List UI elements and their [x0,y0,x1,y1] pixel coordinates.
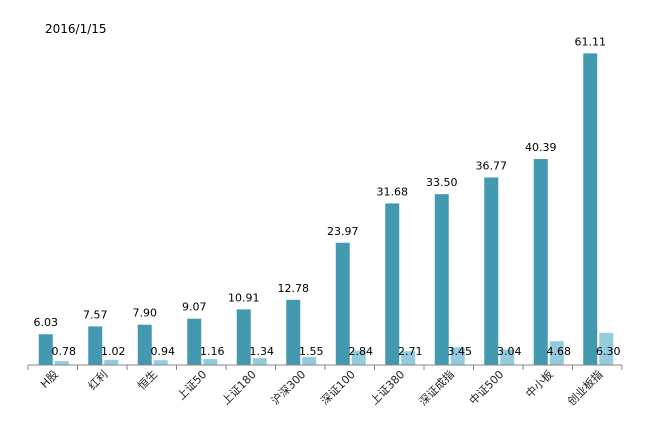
x-tick-label-9: 中证500 [467,368,507,408]
value-label-series2-6: 2.84 [349,345,374,358]
value-label-series1-2: 7.90 [133,307,158,320]
x-tick-label-2: 恒生 [134,367,159,392]
bar-series1-7 [385,203,400,365]
value-label-series1-3: 9.07 [182,301,207,314]
value-label-series2-8: 3.45 [448,345,473,358]
x-tick-label-4: 上证180 [219,368,259,408]
bar-series2-3 [203,359,218,365]
value-label-series2-2: 0.94 [151,345,176,358]
value-label-series1-8: 33.50 [426,176,458,189]
value-label-series1-7: 31.68 [377,185,409,198]
bar-series1-6 [335,242,350,365]
bar-series1-9 [484,177,499,365]
value-label-series2-0: 0.78 [52,345,77,358]
value-label-series2-5: 1.55 [299,345,324,358]
x-tick-label-11: 创业板指 [564,367,605,408]
value-labels-group: 6.03 0.78 7.57 1.02 7.90 0.94 9.07 1.16 10.91 1.3… [34,35,621,358]
x-tick-label-3: 上证50 [175,368,210,403]
x-tick-label-8: 深证成指 [416,367,457,408]
value-label-series1-11: 61.11 [575,35,607,48]
bar-series2-10 [549,341,564,365]
bar-series1-2 [137,324,152,365]
value-label-series1-6: 23.97 [327,225,359,238]
value-label-series2-9: 3.04 [497,345,522,358]
value-label-series1-0: 6.03 [34,316,59,329]
bar-series1-1 [88,326,103,365]
bar-series2-0 [54,361,69,365]
value-label-series2-10: 4.68 [547,345,572,358]
x-tick-label-6: 深证100 [318,368,358,408]
x-tick-label-10: 中小板 [523,367,556,400]
bar-series2-9 [500,349,515,365]
x-axis-tick-labels: H股 红利 恒生 上证50 上证180 沪深300 深证100 上证380 深证成指 中证500 中… [38,367,605,408]
bar-series1-3 [187,318,202,365]
bar-series2-5 [302,357,317,365]
bar-series2-7 [401,351,416,365]
value-label-series1-5: 12.78 [278,282,310,295]
x-tick-label-1: 红利 [86,368,111,393]
value-label-series2-7: 2.71 [398,345,423,358]
chart-date-title: 2016/1/15 [45,22,107,36]
value-label-series1-9: 36.77 [476,159,508,172]
bar-series1-8 [434,194,449,365]
value-label-series2-4: 1.34 [250,345,275,358]
bar-series2-2 [153,360,168,365]
x-axis-ticks [27,365,623,370]
bar-series2-8 [450,347,465,365]
x-tick-label-7: 上证380 [368,368,408,408]
bar-series2-11 [599,332,614,365]
bar-series1-10 [533,159,548,365]
value-label-series1-4: 10.91 [228,291,260,304]
x-tick-label-0: H股 [38,368,61,391]
bar-series2-6 [351,350,366,365]
bar-series1-0 [38,334,53,365]
bar-series2-4 [252,358,267,365]
bar-series1-4 [236,309,251,365]
bars-group [38,53,614,366]
value-label-series2-11: 6.30 [596,345,621,358]
value-label-series1-1: 7.57 [83,308,108,321]
value-label-series2-3: 1.16 [200,345,225,358]
bar-series1-5 [286,299,301,365]
x-tick-label-5: 沪深300 [268,367,308,407]
bar-series1-11 [583,53,598,366]
value-label-series1-10: 40.39 [525,141,557,154]
bar-series2-1 [104,359,119,365]
value-label-series2-1: 1.02 [101,345,126,358]
